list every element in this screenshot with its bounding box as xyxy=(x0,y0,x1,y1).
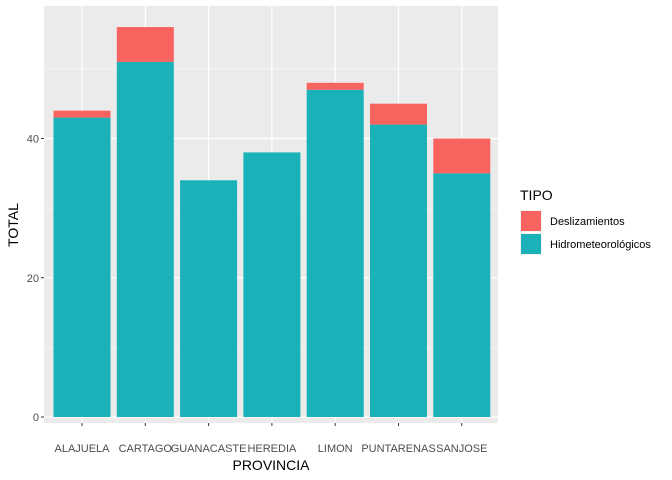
bar-puntarenas-deslizamientos xyxy=(370,103,427,125)
x-tick-label: ALAJUELA xyxy=(54,443,110,455)
bar-alajuela-deslizamientos xyxy=(53,110,111,118)
legend: TIPO Deslizamientos Hidrometeorológicos xyxy=(520,187,651,255)
bar-limon-deslizamientos xyxy=(306,82,364,90)
bar-cartago-deslizamientos xyxy=(116,27,174,62)
y-tick-label: 40 xyxy=(27,134,39,146)
x-tick-label: SANJOSE xyxy=(436,443,487,455)
y-tick-label: 0 xyxy=(33,412,39,424)
bar-guanacaste-hidrometeorologicos xyxy=(180,180,238,417)
x-tick-label: PUNTARENAS xyxy=(361,443,435,455)
x-tick-label: GUANACASTE xyxy=(171,443,247,455)
x-axis-title: PROVINCIA xyxy=(232,457,310,473)
bar-sanjose-deslizamientos xyxy=(433,138,491,174)
x-tick-label: CARTAGO xyxy=(119,443,173,455)
legend-swatch xyxy=(521,211,541,231)
legend-swatch xyxy=(521,234,541,254)
y-axis-title: TOTAL xyxy=(5,203,21,247)
bar-cartago-hidrometeorologicos xyxy=(116,61,174,417)
legend-title: TIPO xyxy=(520,187,553,203)
y-axis: 0 20 40 xyxy=(27,134,44,424)
x-tick-label: LIMON xyxy=(318,443,353,455)
legend-label: Hidrometeorológicos xyxy=(550,239,651,251)
legend-label: Deslizamientos xyxy=(550,216,625,228)
bar-sanjose-hidrometeorologicos xyxy=(433,173,491,417)
legend-items: Deslizamientos Hidrometeorológicos xyxy=(520,210,651,255)
x-tick-label: HEREDIA xyxy=(247,443,297,455)
bar-puntarenas-hidrometeorologicos xyxy=(370,124,427,417)
bars xyxy=(53,27,491,418)
bar-limon-hidrometeorologicos xyxy=(306,89,364,417)
bar-heredia-hidrometeorologicos xyxy=(243,152,301,418)
bar-alajuela-hidrometeorologicos xyxy=(53,117,111,418)
y-tick-label: 20 xyxy=(27,273,39,285)
